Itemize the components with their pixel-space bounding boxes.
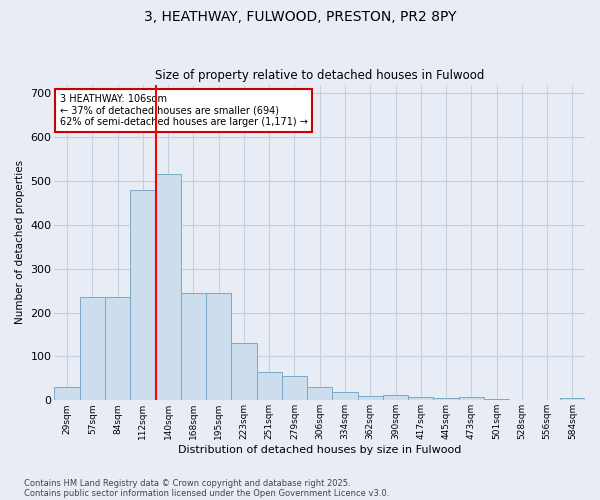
Bar bbox=[307, 387, 332, 400]
Bar bbox=[155, 174, 181, 400]
Bar bbox=[257, 372, 282, 400]
Bar bbox=[80, 297, 105, 401]
Bar bbox=[232, 344, 257, 400]
Text: Contains HM Land Registry data © Crown copyright and database right 2025.: Contains HM Land Registry data © Crown c… bbox=[24, 478, 350, 488]
Bar bbox=[560, 398, 585, 400]
Bar bbox=[358, 396, 383, 400]
Bar bbox=[332, 392, 358, 400]
X-axis label: Distribution of detached houses by size in Fulwood: Distribution of detached houses by size … bbox=[178, 445, 461, 455]
Text: 3, HEATHWAY, FULWOOD, PRESTON, PR2 8PY: 3, HEATHWAY, FULWOOD, PRESTON, PR2 8PY bbox=[144, 10, 456, 24]
Bar bbox=[458, 397, 484, 400]
Bar bbox=[383, 395, 408, 400]
Bar bbox=[105, 297, 130, 401]
Bar bbox=[408, 397, 433, 400]
Bar bbox=[206, 293, 232, 401]
Text: 3 HEATHWAY: 106sqm
← 37% of detached houses are smaller (694)
62% of semi-detach: 3 HEATHWAY: 106sqm ← 37% of detached hou… bbox=[60, 94, 308, 127]
Bar bbox=[282, 376, 307, 400]
Bar bbox=[181, 293, 206, 401]
Bar bbox=[130, 190, 155, 400]
Bar bbox=[55, 387, 80, 400]
Text: Contains public sector information licensed under the Open Government Licence v3: Contains public sector information licen… bbox=[24, 488, 389, 498]
Y-axis label: Number of detached properties: Number of detached properties bbox=[15, 160, 25, 324]
Title: Size of property relative to detached houses in Fulwood: Size of property relative to detached ho… bbox=[155, 69, 484, 82]
Bar bbox=[433, 398, 458, 400]
